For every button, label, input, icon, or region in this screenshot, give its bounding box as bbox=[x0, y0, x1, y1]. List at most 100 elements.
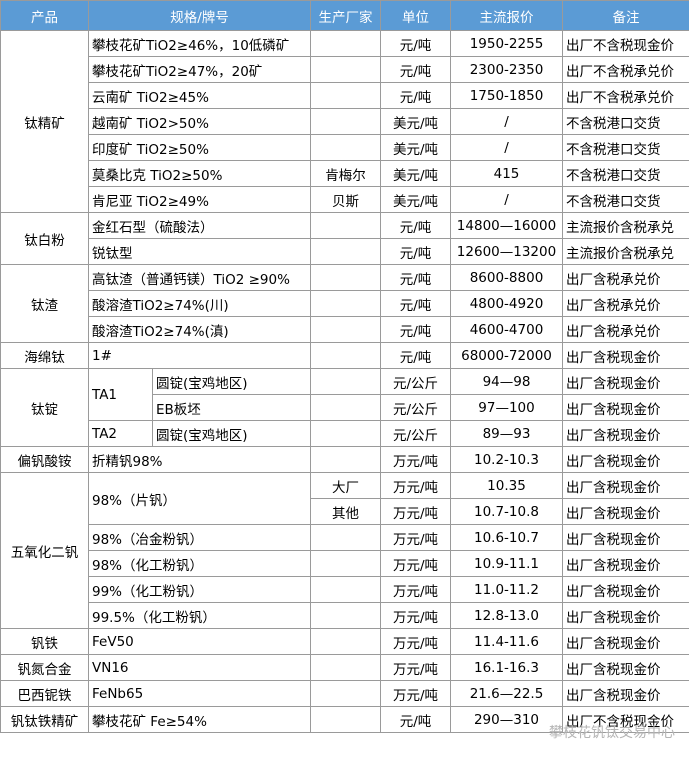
price-cell: / bbox=[450, 134, 563, 161]
unit-cell: 元/吨 bbox=[380, 30, 451, 57]
price-cell: 10.9-11.1 bbox=[450, 550, 563, 577]
price-cell: 4800-4920 bbox=[450, 290, 563, 317]
unit-cell: 万元/吨 bbox=[380, 654, 451, 681]
price-cell: 14800—16000 bbox=[450, 212, 563, 239]
spec-cell: 圆锭(宝鸡地区) bbox=[152, 368, 311, 395]
product-cell: 钒钛铁精矿 bbox=[0, 706, 89, 733]
unit-cell: 美元/吨 bbox=[380, 134, 451, 161]
note-cell: 出厂含税承兑价 bbox=[562, 264, 689, 291]
price-cell: 94—98 bbox=[450, 368, 563, 395]
spec-cell: 印度矿 TiO2≥50% bbox=[88, 134, 311, 161]
note-cell: 不含税港口交货 bbox=[562, 186, 689, 213]
spec-cell: EB板坯 bbox=[152, 394, 311, 421]
product-cell: 海绵钛 bbox=[0, 342, 89, 369]
maker-cell: 其他 bbox=[310, 498, 381, 525]
price-cell: 97—100 bbox=[450, 394, 563, 421]
note-cell: 出厂不含税承兑价 bbox=[562, 56, 689, 83]
table-row: 酸溶渣TiO2≥74%(川) 元/吨 4800-4920 出厂含税承兑价 bbox=[1, 290, 689, 317]
table-row: 钛白粉 金红石型（硫酸法） 元/吨 14800—16000 主流报价含税承兑 bbox=[0, 212, 689, 265]
product-cell: 巴西铌铁 bbox=[0, 680, 89, 707]
unit-cell: 万元/吨 bbox=[380, 524, 451, 551]
price-cell: / bbox=[450, 186, 563, 213]
maker-cell bbox=[310, 420, 381, 447]
unit-cell: 元/吨 bbox=[380, 706, 451, 733]
table-row: 五氧化二钒 98%（片钒） 大厂 万元/吨 10.35 出厂含税现金价 bbox=[0, 472, 689, 629]
unit-cell: 元/公斤 bbox=[380, 394, 451, 421]
table-row: 钛精矿 攀枝花矿TiO2≥46%，10低磷矿 元/吨 1950-2255 出厂不含税现金… bbox=[0, 30, 689, 213]
price-cell: 10.6-10.7 bbox=[450, 524, 563, 551]
maker-cell: 大厂 bbox=[310, 472, 381, 499]
price-cell: / bbox=[450, 108, 563, 135]
spec-cell: 99%（化工粉钒） bbox=[88, 576, 311, 603]
unit-cell: 万元/吨 bbox=[380, 680, 451, 707]
spec-cell: 1# bbox=[88, 342, 311, 369]
maker-cell bbox=[310, 524, 381, 551]
note-cell: 出厂含税承兑价 bbox=[562, 316, 689, 343]
note-cell: 出厂含税现金价 bbox=[562, 368, 689, 395]
spec-cell: FeV50 bbox=[88, 628, 311, 655]
maker-cell bbox=[310, 82, 381, 109]
table-row: 巴西铌铁 FeNb65 万元/吨 21.6—22.5 出厂含税现金价 bbox=[0, 680, 689, 707]
product-cell: 钛渣 bbox=[0, 264, 89, 343]
maker-cell bbox=[310, 342, 381, 369]
maker-cell bbox=[310, 108, 381, 135]
grade-cell: TA2 bbox=[88, 420, 153, 447]
spec-cell: 金红石型（硫酸法） bbox=[88, 212, 311, 239]
table-row: 越南矿 TiO2>50% 美元/吨 / 不含税港口交货 bbox=[1, 108, 689, 135]
maker-cell bbox=[310, 212, 381, 239]
unit-cell: 万元/吨 bbox=[380, 472, 451, 499]
unit-cell: 美元/吨 bbox=[380, 186, 451, 213]
note-cell: 出厂含税现金价 bbox=[562, 498, 689, 525]
unit-cell: 元/吨 bbox=[380, 212, 451, 239]
maker-cell bbox=[310, 238, 381, 265]
price-cell: 1950-2255 bbox=[450, 30, 563, 57]
product-cell: 五氧化二钒 bbox=[0, 472, 89, 629]
note-cell: 出厂含税现金价 bbox=[562, 654, 689, 681]
price-cell: 21.6—22.5 bbox=[450, 680, 563, 707]
spec-cell: 莫桑比克 TiO2≥50% bbox=[88, 160, 311, 187]
table-row: 印度矿 TiO2≥50% 美元/吨 / 不含税港口交货 bbox=[1, 134, 689, 161]
unit-cell: 元/吨 bbox=[380, 264, 451, 291]
spec-cell: 肯尼亚 TiO2≥49% bbox=[88, 186, 311, 213]
note-cell: 出厂含税现金价 bbox=[562, 394, 689, 421]
maker-cell bbox=[310, 680, 381, 707]
note-cell: 出厂含税现金价 bbox=[562, 680, 689, 707]
price-cell: 16.1-16.3 bbox=[450, 654, 563, 681]
table-row: 云南矿 TiO2≥45% 元/吨 1750-1850 出厂不含税承兑价 bbox=[1, 82, 689, 109]
header-cell: 规格/牌号 bbox=[88, 0, 311, 31]
maker-cell bbox=[310, 290, 381, 317]
note-cell: 出厂含税现金价 bbox=[562, 342, 689, 369]
unit-cell: 元/公斤 bbox=[380, 420, 451, 447]
note-cell: 出厂不含税现金价 bbox=[562, 30, 689, 57]
table-row: 偏钒酸铵 折精钒98% 万元/吨 10.2-10.3 出厂含税现金价 bbox=[0, 446, 689, 473]
product-cell: 钒氮合金 bbox=[0, 654, 89, 681]
unit-cell: 万元/吨 bbox=[380, 628, 451, 655]
unit-cell: 元/吨 bbox=[380, 82, 451, 109]
unit-cell: 万元/吨 bbox=[380, 602, 451, 629]
note-cell: 主流报价含税承兑 bbox=[562, 238, 689, 265]
table-row: 锐钛型 元/吨 12600—13200 主流报价含税承兑 bbox=[1, 238, 689, 265]
product-cell: 钛锭 bbox=[0, 368, 89, 447]
maker-cell bbox=[310, 368, 381, 395]
maker-cell bbox=[310, 446, 381, 473]
note-cell: 出厂不含税承兑价 bbox=[562, 82, 689, 109]
table-row: 肯尼亚 TiO2≥49% 贝斯 美元/吨 / 不含税港口交货 bbox=[1, 186, 689, 213]
product-cell: 钒铁 bbox=[0, 628, 89, 655]
spec-cell: 云南矿 TiO2≥45% bbox=[88, 82, 311, 109]
unit-cell: 元/吨 bbox=[380, 342, 451, 369]
spec-cell: 折精钒98% bbox=[88, 446, 311, 473]
maker-cell bbox=[310, 706, 381, 733]
note-cell: 出厂含税现金价 bbox=[562, 446, 689, 473]
unit-cell: 万元/吨 bbox=[380, 446, 451, 473]
spec-cell: 酸溶渣TiO2≥74%(滇) bbox=[88, 316, 311, 343]
spec-cell: 圆锭(宝鸡地区) bbox=[152, 420, 311, 447]
spec-cell: 攀枝花矿TiO2≥47%，20矿 bbox=[88, 56, 311, 83]
table-row: 99.5%（化工粉钒） 万元/吨 12.8-13.0 出厂含税现金价 bbox=[1, 602, 689, 629]
table-row: 酸溶渣TiO2≥74%(滇) 元/吨 4600-4700 出厂含税承兑价 bbox=[1, 316, 689, 343]
price-cell: 10.35 bbox=[450, 472, 563, 499]
spec-cell: 锐钛型 bbox=[88, 238, 311, 265]
maker-cell: 贝斯 bbox=[310, 186, 381, 213]
maker-cell bbox=[310, 576, 381, 603]
spec-cell: 高钛渣（普通钙镁）TiO2 ≥90% bbox=[88, 264, 311, 291]
product-cell: 钛白粉 bbox=[0, 212, 89, 265]
